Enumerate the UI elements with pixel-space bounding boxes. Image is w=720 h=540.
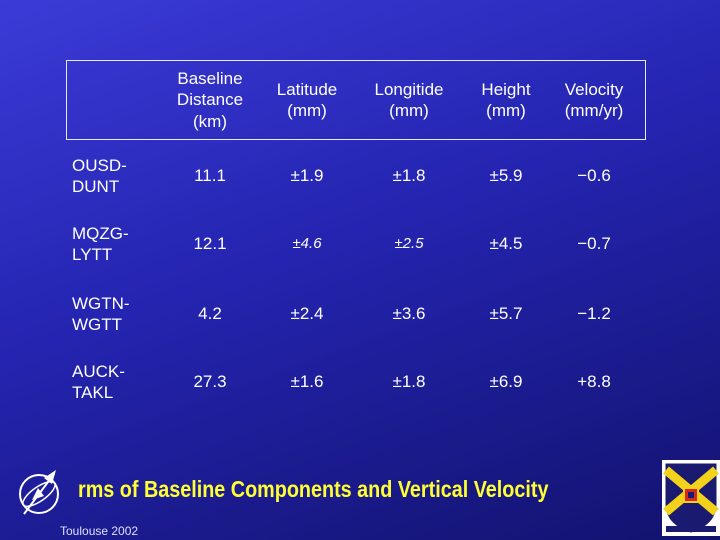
cell-r3-baseline: 4.2 xyxy=(198,304,222,324)
cell-r3-velocity: −1.2 xyxy=(577,304,611,324)
header-latitude: Latitude (mm) xyxy=(276,79,338,120)
cell-r4-velocity: +8.8 xyxy=(577,372,611,392)
slide-title: rms of Baseline Components and Vertical … xyxy=(78,476,549,502)
cell-r4-baseline: 27.3 xyxy=(193,372,227,392)
results-table: Baseline Distance (km) Latitude (mm) Lon… xyxy=(66,60,646,402)
row-label-wgtn-wgtt: WGTN- WGTT xyxy=(72,293,130,334)
cell-r4-height: ±6.9 xyxy=(489,372,523,392)
footer-text: Toulouse 2002 xyxy=(60,524,139,538)
grid-line-top xyxy=(66,60,646,61)
grid-line-left xyxy=(66,60,67,140)
cell-r3-height: ±5.7 xyxy=(489,304,523,324)
compass-globe-icon xyxy=(19,470,59,515)
cell-r3-latitude: ±2.4 xyxy=(290,304,324,324)
cell-r2-longitude: ±2.5 xyxy=(394,234,424,252)
row-label-ousd-dunt: OUSD- DUNT xyxy=(72,155,127,196)
cell-r3-longitude: ±3.6 xyxy=(392,304,426,324)
cell-r1-longitude: ±1.8 xyxy=(392,166,426,186)
cell-r1-velocity: −0.6 xyxy=(577,166,611,186)
header-longitude: Longitide (mm) xyxy=(374,79,444,120)
cell-r2-latitude: ±4.6 xyxy=(292,234,322,252)
row-label-auck-takl: AUCK- TAKL xyxy=(72,361,125,402)
row-label-mqzg-lytt: MQZG- LYTT xyxy=(72,223,129,264)
cell-r4-latitude: ±1.6 xyxy=(290,372,324,392)
cell-r1-height: ±5.9 xyxy=(489,166,523,186)
header-velocity: Velocity (mm/yr) xyxy=(564,79,624,120)
cell-r2-velocity: −0.7 xyxy=(577,234,611,254)
grid-line-header-bottom xyxy=(66,139,646,140)
cell-r1-latitude: ±1.9 xyxy=(290,166,324,186)
cell-r4-longitude: ±1.8 xyxy=(392,372,426,392)
cell-r1-baseline: 11.1 xyxy=(194,166,226,186)
grid-line-right xyxy=(645,60,646,140)
header-height: Height (mm) xyxy=(481,79,531,120)
cell-r2-baseline: 12.1 xyxy=(193,234,227,254)
cell-r2-height: ±4.5 xyxy=(489,234,523,254)
header-baseline-distance: Baseline Distance (km) xyxy=(176,69,244,131)
university-crest-icon xyxy=(662,460,720,536)
